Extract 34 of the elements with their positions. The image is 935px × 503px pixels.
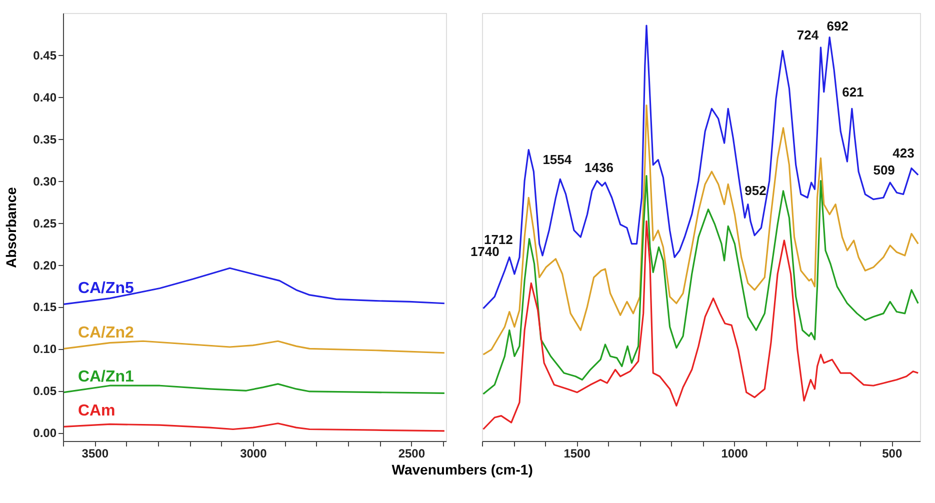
annotation: 621 [842,84,864,100]
y-tick-label: 0.40 [33,90,57,104]
y-tick-label: 0.20 [33,258,57,272]
line-series [63,383,446,394]
x-axis-title: Wavenumbers (cm-1) [392,462,533,478]
x-tick-label: 500 [882,446,902,460]
x-tick-label: 1000 [721,446,748,460]
annotation: 692 [826,18,848,34]
y-tick-label: 0.15 [33,300,57,314]
y-tick-label: 0.25 [33,216,57,230]
line-series [63,340,446,354]
y-tick-label: 0.00 [33,426,57,440]
series-label: CAm [78,402,116,420]
annotation: 952 [744,183,766,198]
line-series [63,422,446,432]
annotation: 423 [892,145,914,160]
x-tick-label: 3000 [240,446,268,460]
series-label: CA/Zn5 [78,280,134,298]
x-tick-label: 1500 [564,446,591,460]
series-label: CA/Zn1 [78,368,134,386]
y-tick-label: 0.05 [33,384,57,398]
y-tick-label: 0.35 [33,132,57,146]
line-series [63,267,446,306]
annotation: 724 [796,27,820,42]
y-tick-label: 0.30 [33,174,57,188]
series-label: CA/Zn2 [78,324,134,342]
y-tick-label: 0.45 [33,48,57,62]
y-tick-label: 0.10 [33,342,57,356]
annotation: 1436 [584,160,614,175]
x-tick-label: 2500 [398,446,426,460]
x-tick-label: 3500 [82,446,109,460]
annotation: 509 [873,162,895,178]
y-axis-title: Absorbance [3,186,20,268]
annotation: 1554 [542,152,572,168]
